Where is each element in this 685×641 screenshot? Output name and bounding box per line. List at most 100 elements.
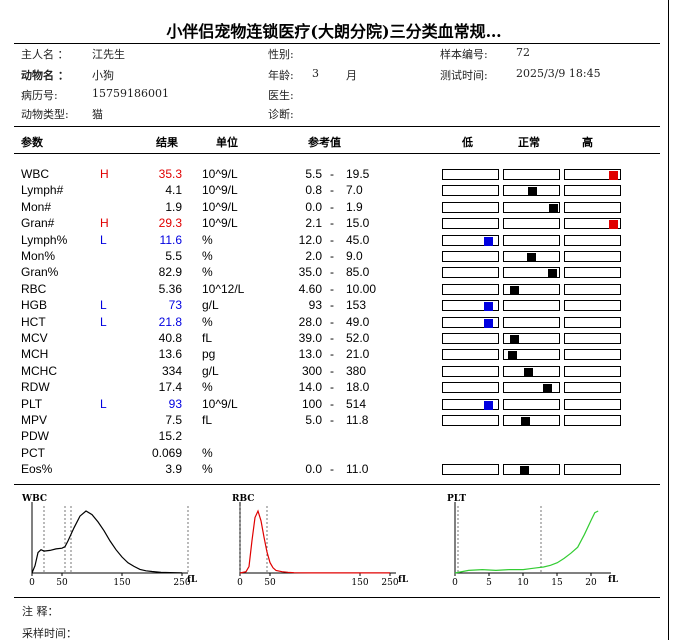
normal-range-box bbox=[503, 382, 560, 394]
header-unit: 单位 bbox=[216, 136, 238, 149]
ref-low: 2.0 bbox=[305, 249, 322, 263]
unit: 10^9/L bbox=[202, 216, 238, 231]
ref-low: 12.0 bbox=[298, 232, 322, 247]
unit: % bbox=[202, 249, 213, 263]
ref-dash: - bbox=[330, 413, 334, 427]
normal-range-box bbox=[503, 185, 560, 197]
unit: 10^9/L bbox=[202, 396, 238, 411]
normal-range-box bbox=[503, 333, 560, 344]
result-value: 4.1 bbox=[165, 183, 182, 198]
table-row: MCHC 334 g/L 300 380- bbox=[0, 363, 668, 379]
low-range-box bbox=[442, 201, 499, 213]
param-name: WBC bbox=[21, 167, 49, 181]
flag: L bbox=[100, 298, 107, 313]
table-divider bbox=[14, 484, 660, 485]
result-value: 93 bbox=[168, 396, 182, 411]
result-value: 13.6 bbox=[158, 347, 182, 362]
high-range-box bbox=[564, 185, 621, 197]
ref-low: 13.0 bbox=[298, 347, 322, 362]
param-name: RBC bbox=[21, 281, 47, 296]
ref-dash: - bbox=[330, 199, 334, 214]
unit: fL bbox=[202, 331, 213, 345]
unit-label: fL bbox=[608, 575, 619, 585]
range-marker bbox=[520, 466, 530, 476]
tick-label: 50 bbox=[56, 578, 68, 588]
header-result: 结果 bbox=[156, 136, 178, 149]
low-range-box bbox=[442, 415, 499, 426]
range-marker bbox=[510, 285, 520, 295]
normal-range-box bbox=[503, 365, 560, 377]
range-marker bbox=[608, 171, 618, 180]
table-row: RBC 5.36 10^12/L 4.60 10.00- bbox=[0, 281, 668, 297]
ref-dash: - bbox=[330, 232, 334, 247]
ref-high: 21.0 bbox=[346, 347, 370, 362]
normal-range-box bbox=[503, 283, 560, 295]
animal-label: 动物名 ： bbox=[21, 69, 69, 82]
ref-low: 0.0 bbox=[305, 462, 322, 477]
ref-dash: - bbox=[330, 396, 334, 411]
normal-range-box bbox=[503, 234, 560, 246]
diag-label: 诊断: bbox=[268, 108, 294, 121]
table-row: WBC H 35.3 10^9/L 5.5 19.5- bbox=[0, 166, 668, 182]
high-range-box bbox=[564, 234, 621, 246]
result-value: 334 bbox=[161, 363, 182, 378]
param-name: Lymph% bbox=[21, 232, 68, 247]
header-high: 高 bbox=[582, 136, 593, 149]
ref-dash: - bbox=[330, 314, 334, 329]
time-label: 测试时间: bbox=[440, 69, 488, 82]
param-name: MCV bbox=[21, 331, 48, 345]
range-marker bbox=[548, 203, 558, 213]
low-range-box bbox=[442, 169, 499, 180]
result-value: 17.4 bbox=[158, 380, 182, 395]
flag: H bbox=[100, 167, 109, 181]
histogram-curve bbox=[31, 510, 183, 574]
note-label: 注 释： bbox=[22, 605, 59, 618]
high-range-box bbox=[564, 300, 621, 312]
ref-low: 5.5 bbox=[305, 167, 322, 181]
ref-low: 39.0 bbox=[298, 331, 322, 345]
high-range-box bbox=[564, 316, 621, 328]
ref-low: 5.0 bbox=[305, 413, 322, 427]
range-marker bbox=[484, 302, 494, 312]
low-range-box bbox=[442, 316, 499, 328]
unit: g/L bbox=[202, 298, 219, 313]
record-label: 病历号: bbox=[21, 89, 58, 102]
table-row: PLT L 93 10^9/L 100 514- bbox=[0, 396, 668, 412]
ref-dash: - bbox=[330, 363, 334, 378]
range-marker bbox=[528, 187, 538, 197]
ref-low: 0.8 bbox=[305, 183, 322, 198]
range-marker bbox=[523, 367, 533, 377]
table-row: PDW 15.2 bbox=[0, 428, 668, 444]
range-marker bbox=[484, 318, 494, 328]
ref-dash: - bbox=[330, 331, 334, 345]
ref-high: 7.0 bbox=[346, 183, 363, 198]
ref-dash: - bbox=[330, 216, 334, 231]
unit: g/L bbox=[202, 363, 219, 378]
high-range-box bbox=[564, 267, 621, 279]
range-marker bbox=[484, 400, 494, 410]
owner-label: 主人名 ： bbox=[21, 48, 69, 61]
param-name: MCH bbox=[21, 347, 49, 362]
result-value: 29.3 bbox=[158, 216, 182, 231]
param-name: PLT bbox=[21, 396, 43, 411]
ref-high: 11.8 bbox=[346, 413, 369, 427]
ref-low: 0.0 bbox=[305, 199, 322, 214]
flag: H bbox=[100, 216, 109, 231]
title-divider bbox=[14, 43, 660, 44]
report-frame bbox=[668, 0, 669, 640]
ref-low: 4.60 bbox=[298, 281, 322, 296]
flag: L bbox=[100, 314, 107, 329]
histogram-title: RBC bbox=[232, 494, 254, 504]
age-label: 年龄: bbox=[268, 69, 294, 82]
unit-label: fL bbox=[398, 575, 409, 585]
normal-range-box bbox=[503, 218, 560, 230]
normal-range-box bbox=[503, 201, 560, 213]
ref-high: 10.00 bbox=[346, 281, 377, 296]
high-range-box bbox=[564, 283, 621, 295]
unit: % bbox=[202, 445, 213, 460]
high-range-box bbox=[564, 169, 621, 180]
ref-low: 2.1 bbox=[305, 216, 322, 231]
result-value: 40.8 bbox=[158, 331, 182, 345]
param-name: MPV bbox=[21, 413, 48, 427]
range-marker bbox=[608, 220, 618, 230]
